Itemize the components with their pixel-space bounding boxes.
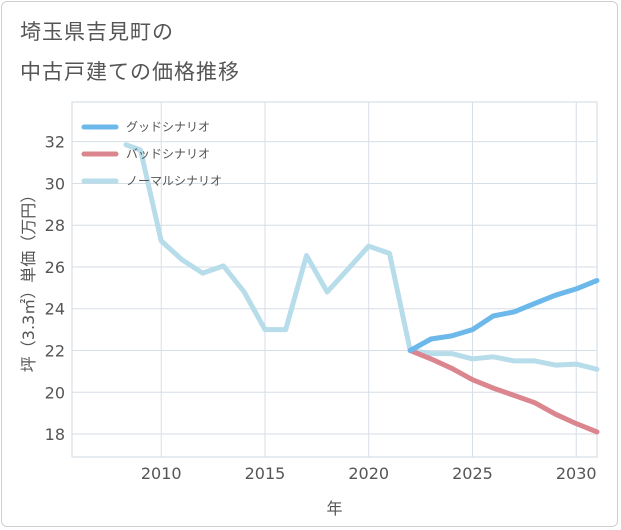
x-axis-label: 年: [326, 499, 342, 518]
y-tick-label: 26: [45, 258, 65, 277]
x-tick-label: 2025: [452, 464, 493, 483]
y-axis-label: 坪（3.3㎡）単価（万円）: [19, 187, 38, 372]
y-tick-label: 28: [45, 216, 65, 235]
y-tick-label: 32: [45, 133, 65, 152]
x-tick-label: 2020: [348, 464, 389, 483]
y-tick-label: 20: [45, 383, 65, 402]
series-line-good: [407, 278, 600, 353]
chart-title-line1: 埼玉県吉見町の: [20, 20, 174, 44]
axes: 2010 2015 2020 2025 2030 18 20 22 24 26 28 30 32: [45, 133, 597, 483]
y-tick-label: 24: [45, 300, 65, 319]
chart-title-line2: 中古戸建ての価格推移: [20, 60, 240, 84]
series-line-normal: [123, 142, 600, 372]
legend-label-2: ノーマルシナリオ: [126, 174, 222, 188]
legend-label-1: バッドシナリオ: [126, 147, 210, 161]
y-tick-label: 30: [45, 174, 65, 193]
series-line-bad: [407, 348, 600, 435]
y-tick-label: 18: [45, 425, 65, 444]
y-tick-label: 22: [45, 342, 65, 361]
series-lines: [123, 142, 600, 435]
x-tick-label: 2015: [245, 464, 286, 483]
x-tick-label: 2030: [556, 464, 597, 483]
legend-label-0: グッドシナリオ: [126, 120, 210, 134]
x-tick-label: 2010: [141, 464, 182, 483]
